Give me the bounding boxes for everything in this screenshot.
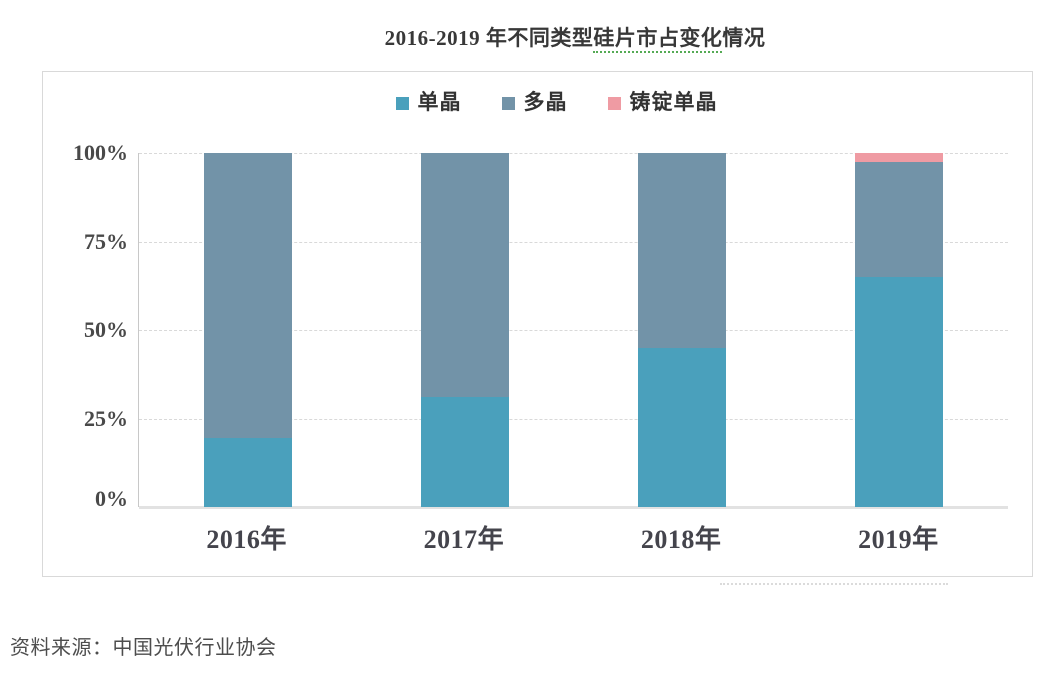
bar-segment-多晶 (638, 153, 727, 348)
legend-item-1: 单晶 (395, 90, 462, 114)
smudge-artifact (720, 583, 948, 585)
bar-segment-单晶 (855, 276, 944, 507)
bar-segment-单晶 (420, 397, 509, 507)
legend-swatch-icon (607, 97, 621, 110)
legend-item-2: 多晶 (501, 90, 568, 114)
x-axis-label: 2018年 (640, 525, 722, 554)
y-axis-label: 50% (84, 317, 128, 342)
stacked-bar-2016年 (203, 153, 292, 507)
bar-segment-多晶 (420, 153, 509, 398)
chart-title: 2016-2019 年不同类型硅片市占变化情况 (96, 22, 1054, 53)
stacked-bar-2019年 (855, 153, 944, 507)
bar-segment-多晶 (855, 161, 944, 277)
chart-title-suffix: 情况 (722, 26, 766, 50)
x-axis-label: 2019年 (858, 525, 939, 554)
bar-segment-多晶 (203, 153, 292, 438)
legend-swatch-icon (501, 97, 515, 110)
bar-segment-铸锭单晶 (855, 153, 944, 162)
y-axis-label: 0% (95, 486, 128, 511)
y-axis-label: 75% (84, 228, 128, 254)
gridline-50% (139, 330, 1008, 331)
bar-segment-单晶 (638, 347, 727, 507)
source-note: 资料来源：中国光伏行业协会 (10, 637, 277, 659)
gridline-100% (139, 153, 1008, 154)
bar-segment-单晶 (203, 437, 292, 507)
chart-title-prefix: 2016-2019 年不同类型 (384, 26, 594, 50)
chart-panel: 单晶 多晶 铸锭单晶 0% 25% 50% 75% 100% 2016年 2017年 2018年… (42, 71, 1033, 577)
legend-label: 单晶 (417, 90, 462, 114)
x-axis-label: 2017年 (423, 525, 505, 554)
legend-label: 铸锭单晶 (629, 90, 718, 114)
plot-area (138, 153, 1008, 509)
legend-swatch-icon (395, 97, 409, 110)
legend: 单晶 多晶 铸锭单晶 (43, 92, 1032, 113)
gridline-75% (139, 241, 1008, 243)
legend-item-3: 铸锭单晶 (607, 90, 718, 114)
legend-label: 多晶 (523, 90, 568, 114)
stacked-bar-2017年 (420, 153, 509, 507)
y-axis-label: 100% (73, 140, 128, 165)
chart-title-spellcheck-underline: 硅片市占变化 (593, 26, 723, 53)
stacked-bar-2018年 (638, 153, 727, 507)
gridline-25% (139, 418, 1008, 420)
y-axis-label: 25% (84, 405, 128, 431)
x-axis-baseline (139, 506, 1008, 509)
x-axis-label: 2016年 (206, 525, 287, 554)
